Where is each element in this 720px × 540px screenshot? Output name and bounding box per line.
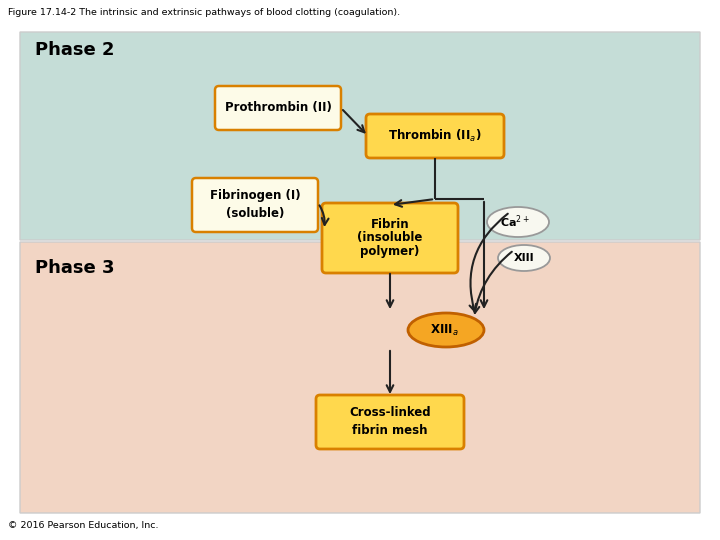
Ellipse shape <box>408 313 484 347</box>
FancyBboxPatch shape <box>322 203 458 273</box>
Text: Ca$^{2+}$: Ca$^{2+}$ <box>500 214 530 230</box>
Text: fibrin mesh: fibrin mesh <box>352 424 428 437</box>
FancyBboxPatch shape <box>20 242 700 513</box>
Text: Cross-linked: Cross-linked <box>349 407 431 420</box>
Text: Phase 2: Phase 2 <box>35 41 114 59</box>
FancyBboxPatch shape <box>316 395 464 449</box>
Text: Phase 3: Phase 3 <box>35 259 114 277</box>
Text: Figure 17.14-2 The intrinsic and extrinsic pathways of blood clotting (coagulati: Figure 17.14-2 The intrinsic and extrins… <box>8 8 400 17</box>
Text: Prothrombin (II): Prothrombin (II) <box>225 102 331 114</box>
FancyBboxPatch shape <box>215 86 341 130</box>
Text: XIII: XIII <box>513 253 534 263</box>
Text: XIII$_a$: XIII$_a$ <box>430 322 459 338</box>
Text: (soluble): (soluble) <box>226 207 284 220</box>
Text: © 2016 Pearson Education, Inc.: © 2016 Pearson Education, Inc. <box>8 521 158 530</box>
Text: Thrombin (II$_a$): Thrombin (II$_a$) <box>388 128 482 144</box>
Text: Fibrin: Fibrin <box>371 218 409 231</box>
Text: Fibrinogen (I): Fibrinogen (I) <box>210 190 300 202</box>
Ellipse shape <box>487 207 549 237</box>
Text: (insoluble: (insoluble <box>357 232 423 245</box>
Ellipse shape <box>498 245 550 271</box>
FancyBboxPatch shape <box>192 178 318 232</box>
Text: polymer): polymer) <box>360 246 420 259</box>
FancyBboxPatch shape <box>366 114 504 158</box>
FancyBboxPatch shape <box>20 32 700 240</box>
